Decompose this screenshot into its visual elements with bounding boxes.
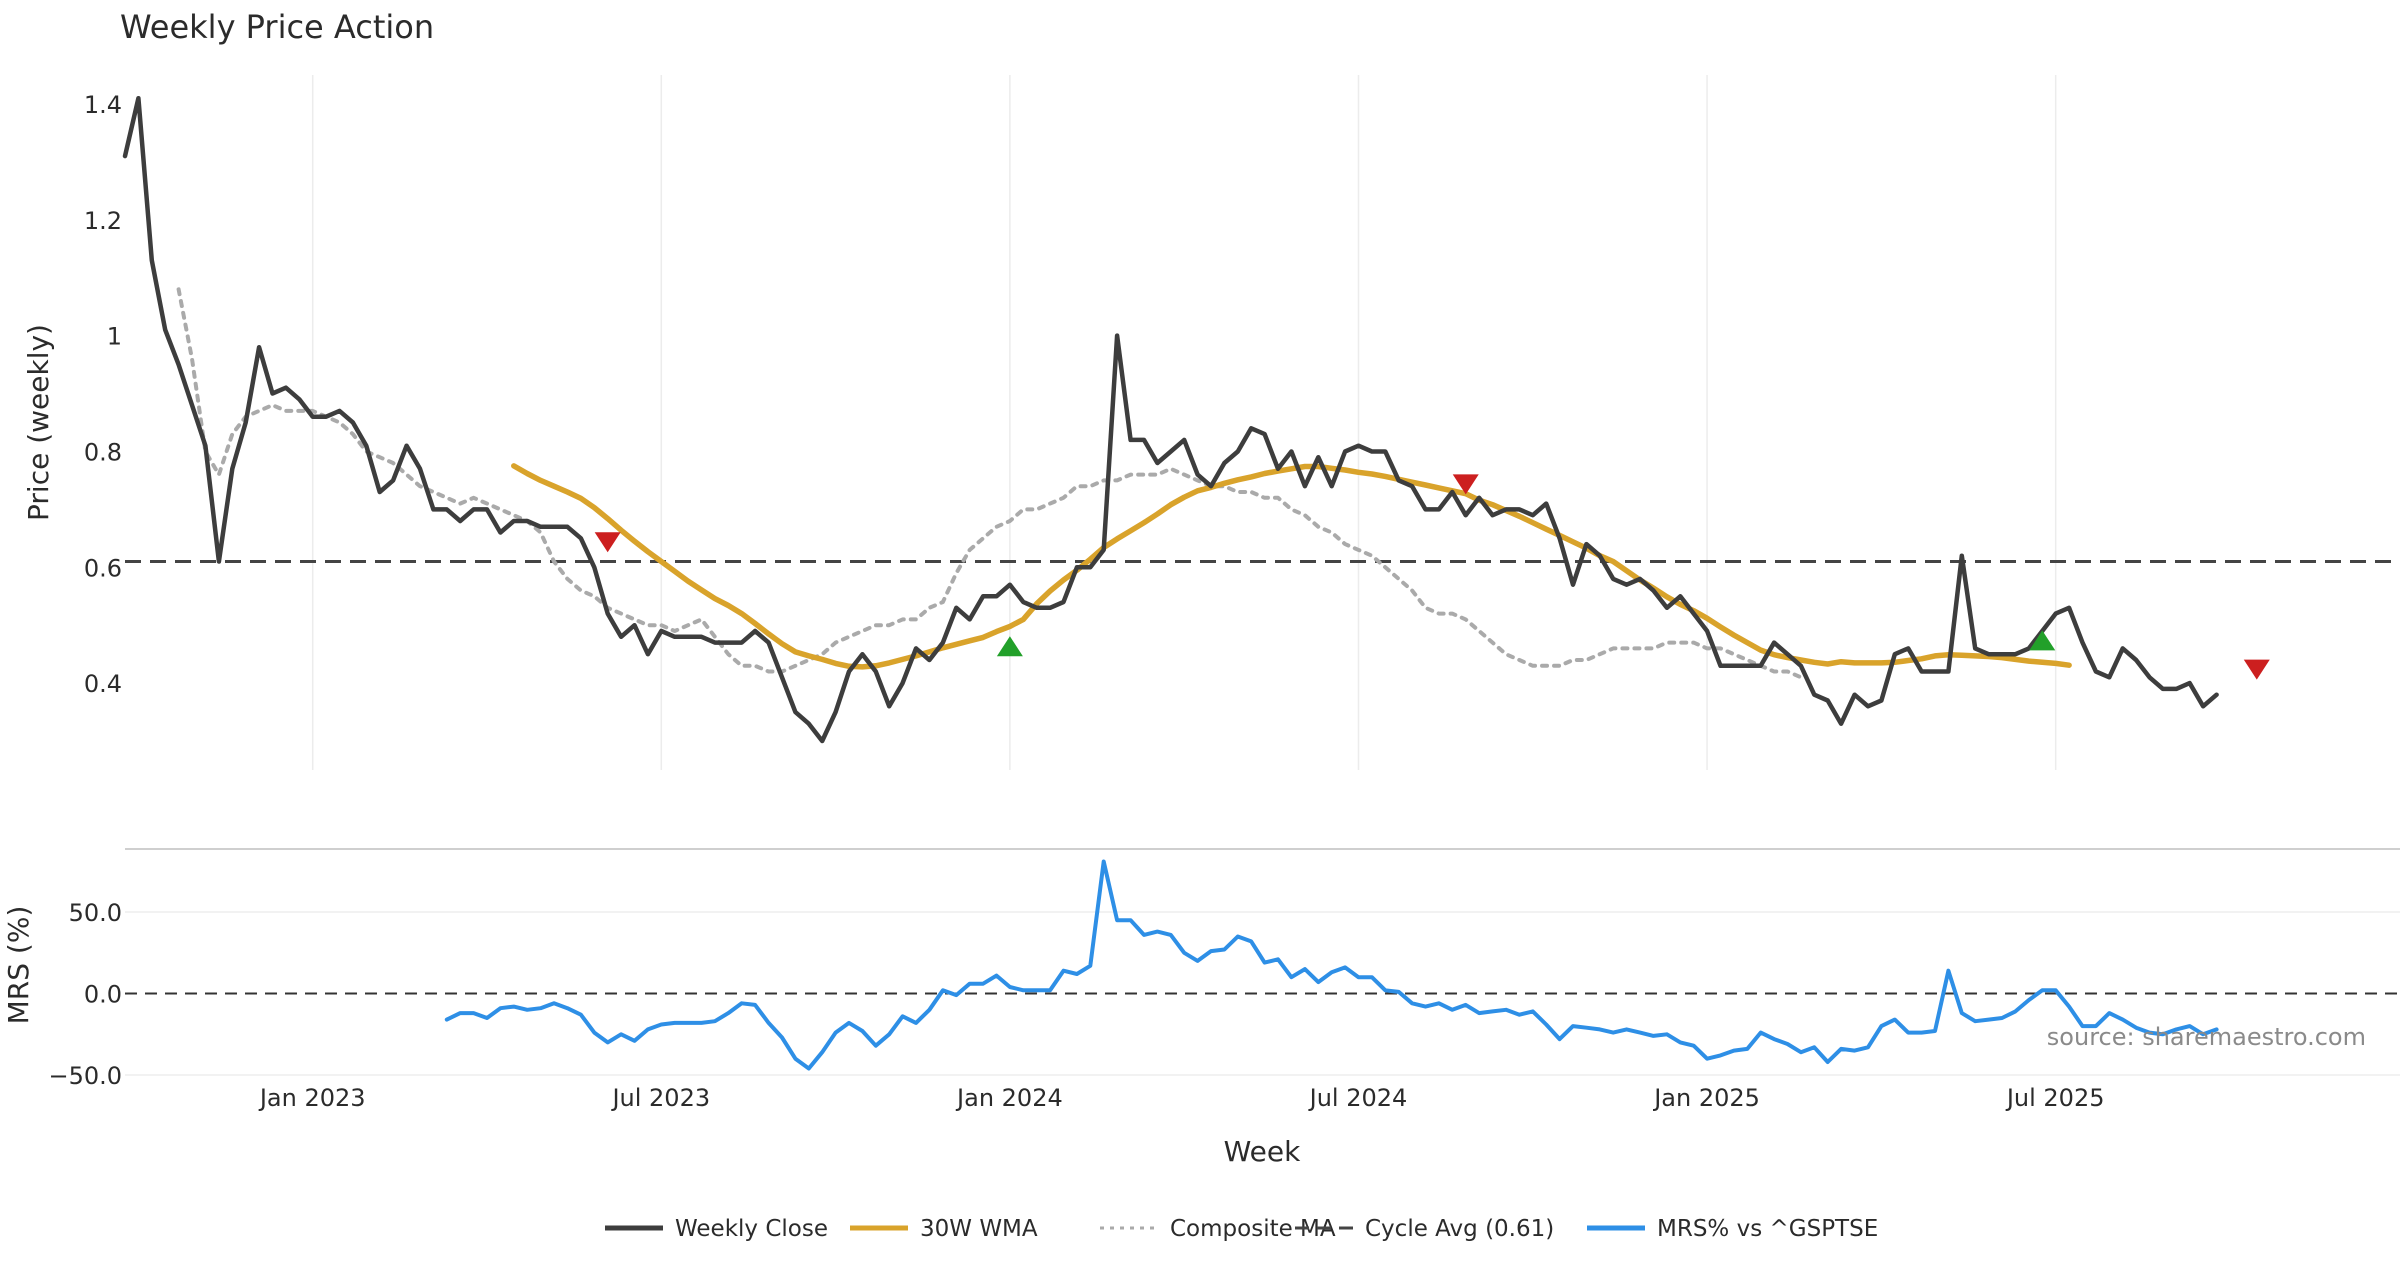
legend-label-1: 30W WMA xyxy=(920,1216,1038,1242)
weekly-close-line xyxy=(122,95,2219,744)
legend-label-2: Composite MA xyxy=(1170,1216,1336,1242)
mrs-y-tick-1: 0.0 xyxy=(84,981,122,1009)
source-note: source: sharemaestro.com xyxy=(2047,1023,2366,1051)
composite-ma-line xyxy=(176,287,1803,680)
x-tick-label-5: Jul 2025 xyxy=(2005,1084,2105,1112)
legend-label-3: Cycle Avg (0.61) xyxy=(1365,1216,1554,1242)
sell-signal-marker-2 xyxy=(1452,474,1479,495)
reference-lines xyxy=(125,560,2400,995)
chart-title: Weekly Price Action xyxy=(120,8,434,46)
price-y-tick-1: 0.6 xyxy=(84,554,122,582)
x-tick-label-4: Jan 2025 xyxy=(1652,1084,1760,1112)
series-layer xyxy=(122,95,2219,1071)
sell-signal-marker-0 xyxy=(594,532,621,553)
legend-label-0: Weekly Close xyxy=(675,1216,828,1242)
mrs-y-axis-label: MRS (%) xyxy=(2,906,35,1025)
price-y-axis-label: Price (weekly) xyxy=(22,324,55,521)
mrs-y-tick-0: −50.0 xyxy=(48,1062,122,1090)
price-y-tick-0: 0.4 xyxy=(84,670,122,698)
legend: Weekly Close 30W WMA Composite MA Cycle Avg… xyxy=(605,1216,1878,1242)
price-y-tick-3: 1 xyxy=(107,323,122,351)
price-y-tick-4: 1.2 xyxy=(84,207,122,235)
x-tick-label-3: Jul 2024 xyxy=(1308,1084,1408,1112)
x-axis-label: Week xyxy=(1224,1135,1301,1168)
signal-markers xyxy=(594,474,2270,680)
buy-signal-marker-3 xyxy=(2029,630,2056,651)
sell-signal-marker-4 xyxy=(2243,659,2270,680)
x-tick-label-1: Jul 2023 xyxy=(610,1084,710,1112)
grid-layer xyxy=(125,75,2400,1076)
mrs-y-tick-2: 50.0 xyxy=(69,899,122,927)
price-y-tick-2: 0.8 xyxy=(84,438,122,466)
legend-label-4: MRS% vs ^GSPTSE xyxy=(1657,1216,1878,1242)
axis-labels: Jan 2023 Jul 2023 Jan 2024 Jul 2024 Jan 2025… xyxy=(2,91,2105,1112)
buy-signal-marker-1 xyxy=(996,636,1023,657)
x-tick-label-2: Jan 2024 xyxy=(955,1084,1063,1112)
mrs-line xyxy=(444,859,2219,1071)
wma-30w-line xyxy=(511,463,2072,670)
price-y-tick-5: 1.4 xyxy=(84,91,122,119)
x-tick-label-0: Jan 2023 xyxy=(258,1084,366,1112)
